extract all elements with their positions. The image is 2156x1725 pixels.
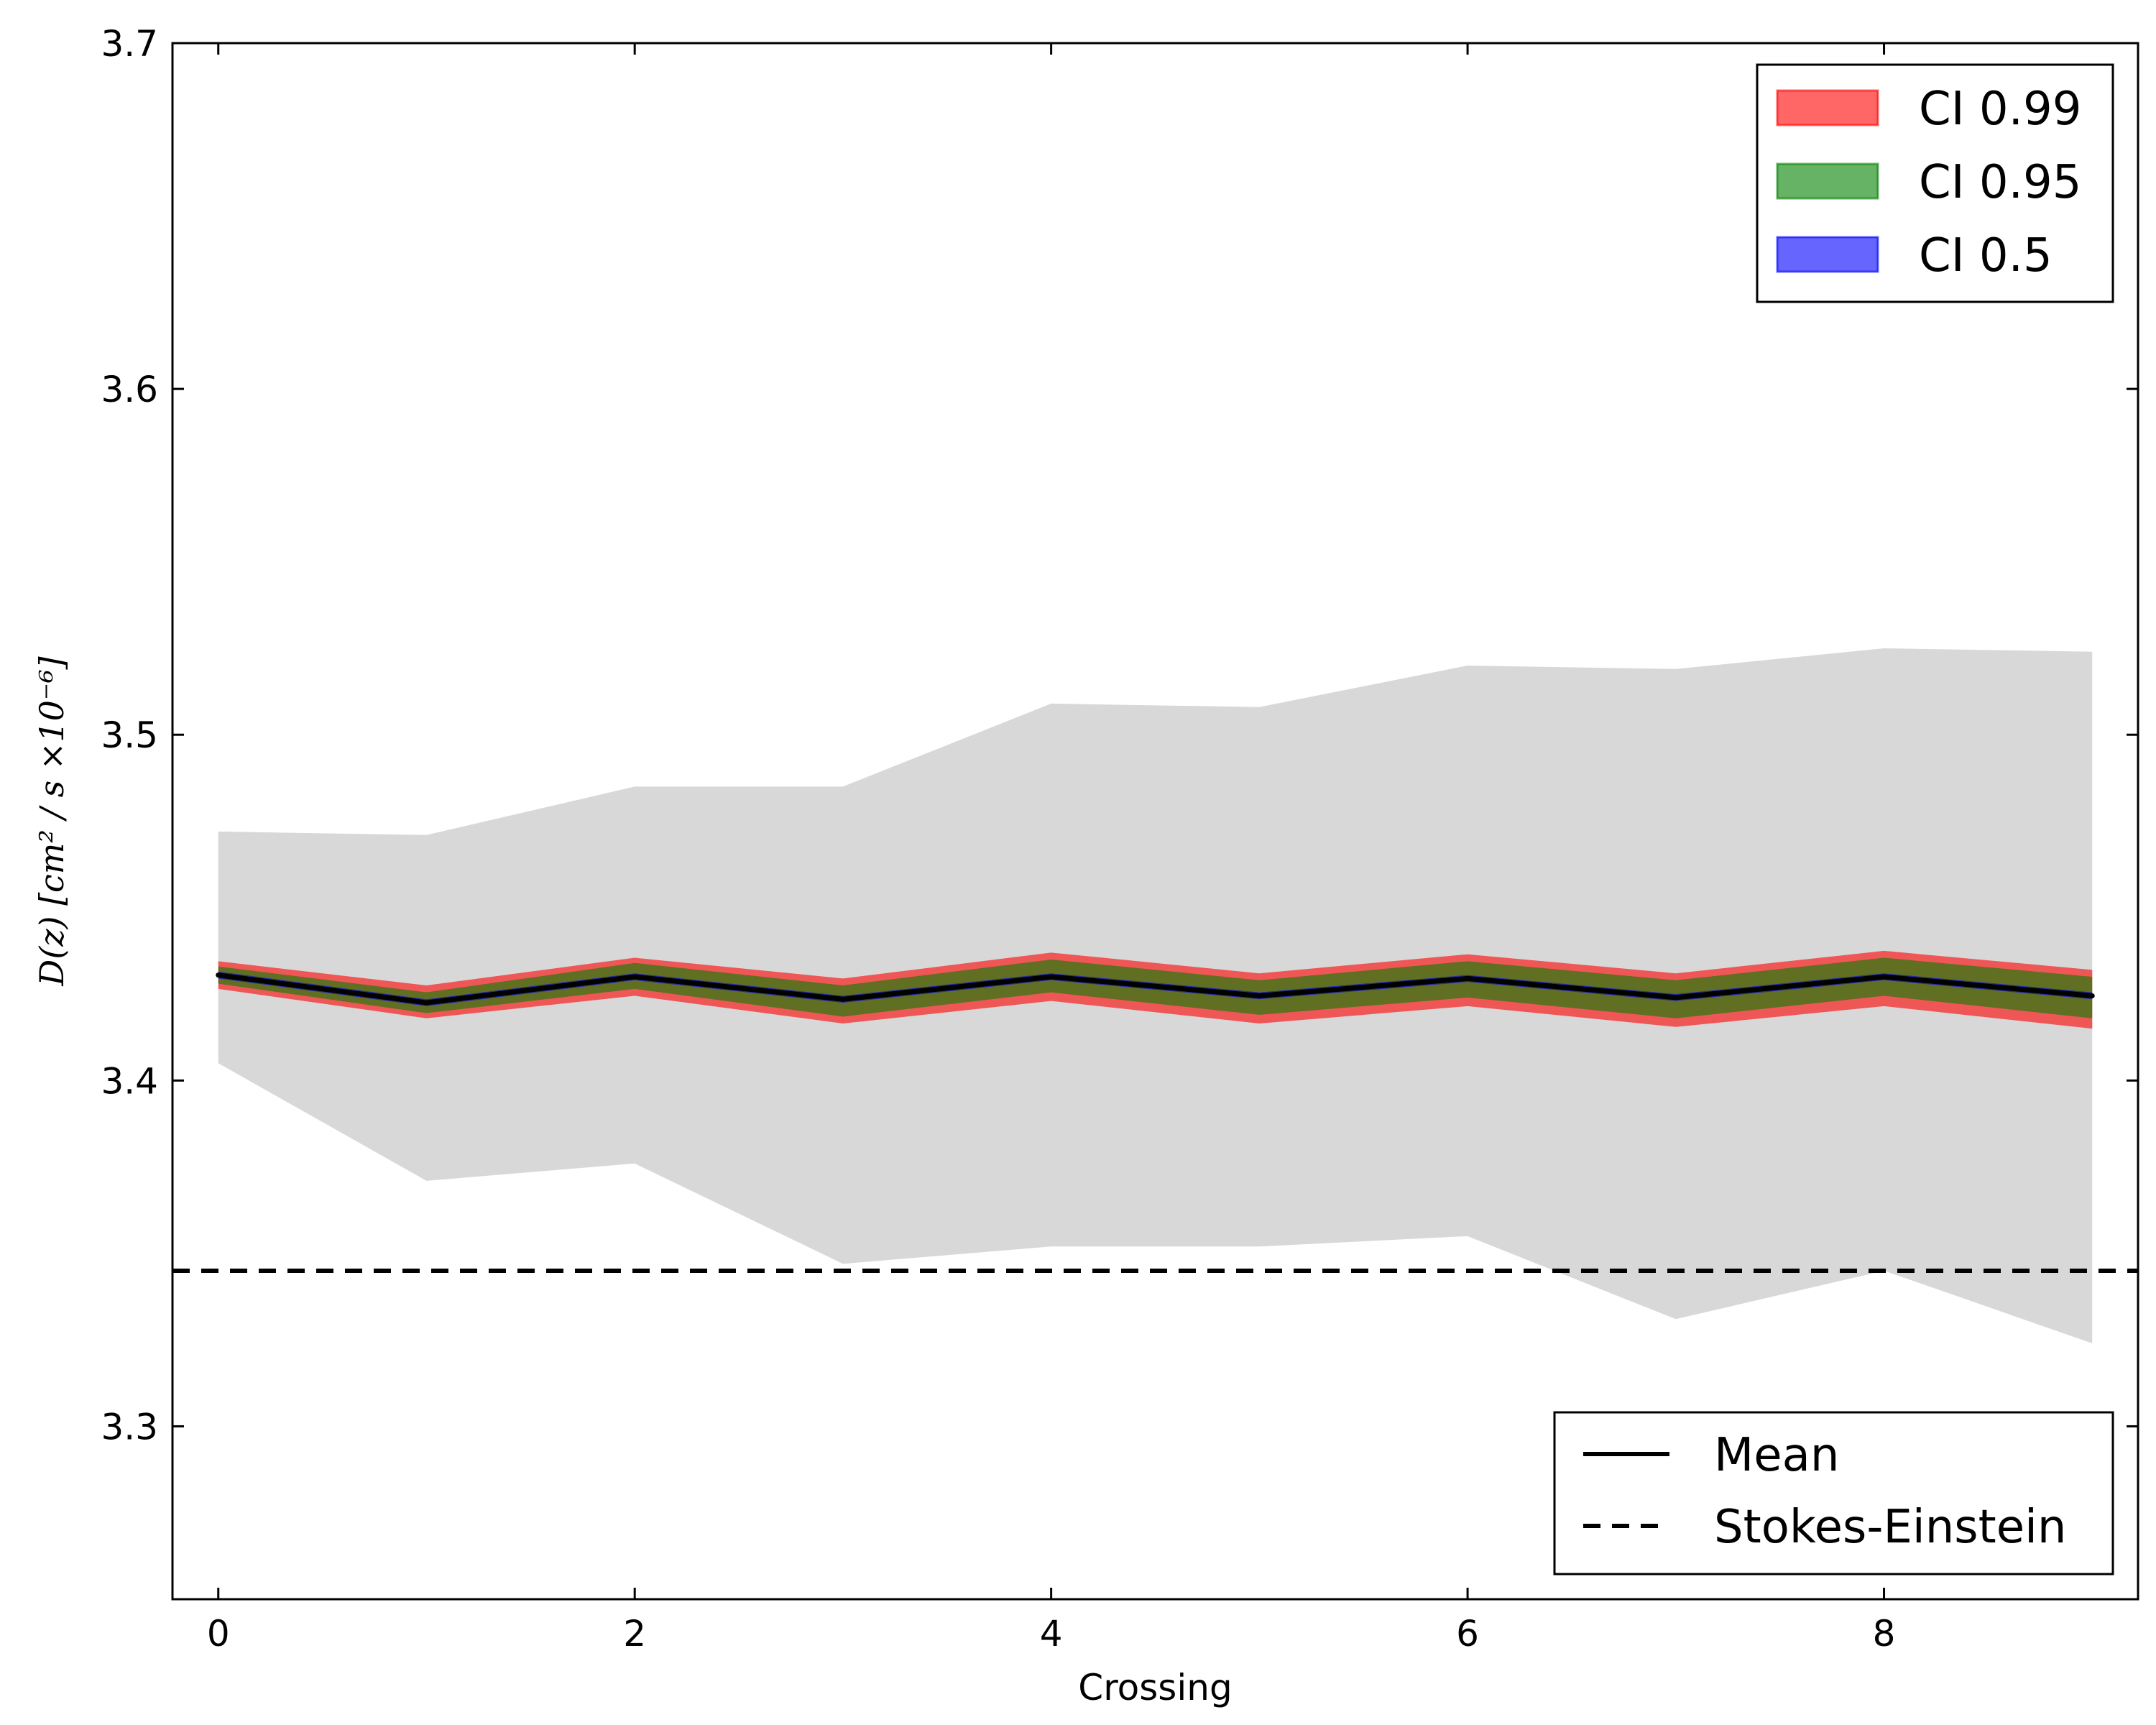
legend-ci: CI 0.99 CI 0.95 CI 0.5 <box>1756 63 2114 303</box>
legend-lines: Mean Stokes-Einstein <box>1553 1411 2114 1576</box>
y-axis-label: D(z) [cm² / s ×10⁻⁶] <box>32 656 71 986</box>
y-tick-label: 3.4 <box>101 1060 158 1102</box>
y-tick-label: 3.6 <box>101 369 158 410</box>
y-tick-label: 3.3 <box>101 1406 158 1448</box>
plot-area <box>172 648 2138 1343</box>
mean-layer <box>216 972 2095 1006</box>
plot-frame <box>171 42 2139 1601</box>
x-tick-label: 8 <box>1873 1613 1896 1655</box>
mean-point <box>1881 974 1887 980</box>
mean-point <box>632 974 637 980</box>
x-axis-label: Crossing <box>1078 1667 1232 1708</box>
y-tick-label: 3.7 <box>101 23 158 65</box>
x-tick-label: 4 <box>1040 1613 1063 1655</box>
legend-line-label: Mean <box>1714 1429 1839 1482</box>
legend-ci-swatch <box>1776 89 1879 126</box>
mean-point <box>2089 993 2095 998</box>
legend-ci-label: CI 0.95 <box>1919 156 2081 209</box>
mean-point <box>1673 995 1679 1000</box>
legend-ci-swatch <box>1776 236 1879 273</box>
x-tick-label: 0 <box>207 1613 230 1655</box>
legend-ci-swatch <box>1776 162 1879 200</box>
legend-ci-label: CI 0.5 <box>1919 229 2053 282</box>
mean-point <box>1049 974 1054 980</box>
mean-point <box>1256 993 1262 998</box>
mean-point <box>840 996 846 1002</box>
legend-ci-label: CI 0.99 <box>1919 83 2081 136</box>
mean-point <box>1465 975 1470 981</box>
x-tick-label: 2 <box>623 1613 646 1655</box>
ticks-layer: 0 2 4 6 8 3.3 3.4 3.5 3.6 3.7 <box>101 23 2138 1655</box>
legend-lines-frame <box>1553 1411 2114 1576</box>
mean-point <box>423 1000 429 1006</box>
mean-point <box>216 972 221 978</box>
y-tick-label: 3.5 <box>101 714 158 756</box>
mean-line <box>218 972 2093 1006</box>
legend-line-label: Stokes-Einstein <box>1714 1501 2066 1554</box>
x-tick-label: 6 <box>1456 1613 1479 1655</box>
